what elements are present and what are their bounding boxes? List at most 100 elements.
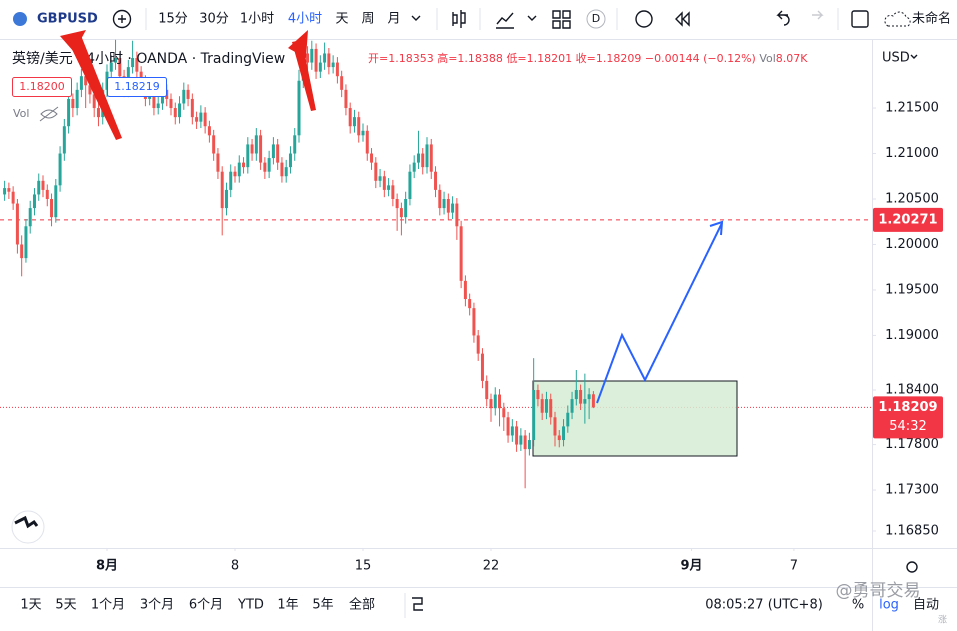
interval[interactable]: 4小时 [288, 12, 322, 27]
layout-name[interactable]: 未命名 [912, 11, 951, 27]
interval[interactable]: 天 [335, 12, 348, 27]
candle-body [335, 62, 339, 77]
chart-type[interactable] [452, 10, 466, 28]
candle-body [438, 189, 442, 209]
undo[interactable] [776, 10, 790, 26]
range-button[interactable]: 3个月 [140, 598, 174, 613]
candle-body [587, 394, 591, 400]
candle-body [557, 435, 561, 441]
range-button[interactable]: 1天 [20, 598, 41, 613]
candle-body [579, 390, 583, 404]
range-button[interactable]: YTD [237, 598, 264, 613]
candle-body [284, 167, 288, 177]
candle-body [429, 144, 433, 172]
range-button[interactable]: 5天 [55, 598, 76, 613]
candle-body [263, 162, 267, 172]
range-button[interactable]: 全部 [349, 597, 375, 613]
interval[interactable]: 15分 [158, 12, 188, 27]
candle-body [421, 153, 425, 168]
sell-button[interactable] [12, 77, 72, 97]
candle-body [271, 144, 275, 159]
candle-body [395, 198, 399, 209]
candle-body [37, 180, 41, 195]
candle-body [84, 76, 88, 86]
candle-body [502, 408, 506, 418]
candle-body [186, 89, 190, 99]
replay[interactable] [675, 11, 690, 27]
badge[interactable]: D [592, 12, 600, 25]
candle-body [41, 180, 45, 190]
candle-body [574, 390, 578, 400]
range-button[interactable]: 6个月 [189, 598, 223, 613]
date-range[interactable] [412, 597, 423, 611]
auto-toggle[interactable]: 自动 [913, 598, 939, 613]
currency[interactable]: USD [882, 51, 910, 66]
logo-ring [11, 510, 45, 544]
candle-body [233, 171, 237, 177]
candle-body [404, 198, 408, 218]
percent-toggle[interactable]: % [852, 598, 864, 613]
open: 开=1.18353 [368, 52, 434, 65]
candle-body [58, 153, 62, 186]
interval[interactable]: 月 [387, 12, 400, 27]
candle-body [506, 417, 510, 436]
range-button[interactable]: 5年 [312, 598, 333, 613]
indicator-label[interactable]: Vol [13, 107, 29, 120]
candle-body [591, 394, 595, 408]
candle-body [527, 440, 531, 450]
candle-body [224, 189, 228, 209]
x-tick-label: 7 [790, 559, 798, 574]
y-tick-label: 1.16850 [885, 523, 939, 538]
candle-body [357, 117, 361, 136]
candle-body [28, 208, 32, 227]
hide-icon[interactable] [39, 106, 59, 122]
log-toggle[interactable]: log [879, 598, 899, 613]
currency-dropdown[interactable] [910, 54, 918, 59]
candle-body [152, 94, 156, 109]
fullscreen[interactable] [851, 10, 869, 28]
interval-dropdown[interactable] [411, 15, 421, 21]
candle-body [229, 171, 233, 190]
interval[interactable]: 周 [361, 12, 374, 27]
candle-body [331, 62, 335, 68]
candle-body [476, 335, 480, 354]
candle-body [314, 48, 318, 72]
price-label-box [873, 207, 943, 232]
interval[interactable]: 30分 [199, 12, 229, 27]
add-symbol[interactable] [112, 9, 132, 29]
candle-body [135, 58, 139, 72]
candle-body [79, 76, 83, 90]
buy-button[interactable] [107, 77, 167, 97]
candle-body [216, 153, 220, 172]
interval[interactable]: 1小时 [240, 12, 274, 27]
candle-body [199, 112, 203, 122]
candle-body [54, 185, 58, 218]
candle-body [88, 85, 92, 95]
candle-body [523, 435, 527, 450]
projection-path [596, 222, 723, 404]
candle-body [242, 162, 246, 168]
settings[interactable] [906, 561, 918, 573]
candle-body [15, 203, 19, 245]
candle-body [139, 71, 143, 81]
candle-body [156, 103, 160, 109]
volume-label: Vol [759, 52, 775, 65]
plus [118, 15, 126, 23]
alert[interactable] [635, 10, 653, 28]
candle-body [3, 188, 7, 195]
range-button[interactable]: 1个月 [91, 598, 125, 613]
y-tick-label: 1.17800 [885, 437, 939, 452]
symbol[interactable]: GBPUSD [37, 12, 98, 27]
indicators[interactable] [496, 12, 514, 29]
sell-price[interactable]: 1.18200 [19, 80, 65, 93]
candle-body [178, 103, 182, 118]
range-button[interactable]: 1年 [277, 598, 298, 613]
buy-price[interactable]: 1.18219 [114, 80, 160, 93]
candle-body [195, 117, 199, 122]
y-tick-label: 1.19500 [885, 282, 939, 297]
layouts[interactable] [552, 10, 571, 29]
indicators-dropdown[interactable] [527, 15, 537, 21]
candle-body [451, 203, 455, 213]
candle-body [519, 435, 523, 445]
volume: 8.07K [776, 52, 808, 65]
